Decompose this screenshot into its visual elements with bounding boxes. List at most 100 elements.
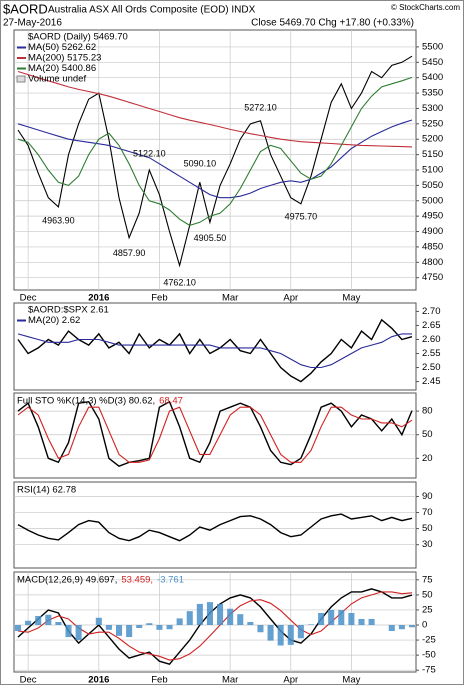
- y-tick-label: 4950: [422, 211, 443, 222]
- histogram-bar: [196, 603, 203, 626]
- legend-swatch: [16, 75, 26, 83]
- histogram-bar: [25, 620, 32, 626]
- series-line: [17, 588, 413, 666]
- panel: [13, 481, 417, 569]
- histogram-bar: [237, 614, 244, 626]
- histogram-bar: [35, 615, 42, 626]
- x-tick-label: Mar: [222, 675, 238, 685]
- histogram-bar: [358, 618, 365, 626]
- y-tick-label: 5150: [422, 149, 443, 160]
- y-tick-label: 50: [422, 589, 433, 600]
- annotation: 4762.10: [163, 277, 196, 287]
- y-tick-label: 90: [422, 491, 433, 502]
- legend-entry: MA(20) 2.62: [28, 315, 80, 326]
- y-tick-label: -50: [422, 650, 436, 661]
- series-line: [17, 76, 413, 226]
- annotation: 4905.50: [194, 233, 227, 243]
- x-tick-label: Dec: [20, 293, 37, 304]
- series-line: [17, 400, 413, 467]
- y-tick-label: -75: [422, 665, 436, 676]
- y-tick-label: 4750: [422, 272, 443, 283]
- y-tick-label: 50: [422, 523, 433, 534]
- y-tick-label: 5250: [422, 118, 443, 129]
- panel: [13, 571, 417, 673]
- x-tick-label: May: [342, 293, 360, 304]
- y-tick-label: 25: [422, 604, 433, 615]
- x-tick-label: Feb: [151, 293, 167, 304]
- y-tick-label: 5450: [422, 57, 443, 68]
- histogram-bar: [176, 618, 183, 626]
- y-tick-label: 20: [422, 453, 433, 464]
- panel: [13, 392, 417, 479]
- y-tick-label: 30: [422, 539, 433, 550]
- legend-entry: RSI(14) 62.78: [17, 485, 76, 496]
- y-tick-label: -25: [422, 635, 436, 646]
- histogram-bar: [55, 622, 62, 626]
- y-tick-label: 5300: [422, 103, 443, 114]
- histogram-bar: [95, 617, 102, 626]
- histogram-bar: [287, 625, 294, 645]
- legend-entry: 68.47: [159, 396, 183, 407]
- histogram-bar: [277, 625, 284, 646]
- x-tick-label: 2016: [88, 675, 109, 685]
- histogram-bar: [115, 625, 123, 636]
- y-tick-label: 5100: [422, 165, 443, 176]
- x-tick-label: Dec: [20, 675, 37, 685]
- legend-entry: MA(20) 5400.86: [28, 63, 96, 74]
- y-tick-label: 70: [422, 507, 433, 518]
- y-tick-label: 4850: [422, 241, 443, 252]
- histogram-bar: [166, 625, 173, 630]
- y-tick-label: 5000: [422, 195, 443, 206]
- y-tick-label: 2.55: [422, 348, 441, 359]
- y-tick-label: 2.45: [422, 376, 441, 387]
- series-line: [17, 119, 413, 199]
- y-tick-label: 5400: [422, 72, 443, 83]
- histogram-bar: [307, 624, 315, 626]
- histogram-bar: [328, 609, 335, 626]
- y-tick-label: 2.60: [422, 334, 441, 345]
- y-tick-label: 4900: [422, 226, 443, 237]
- histogram-bar: [388, 625, 395, 632]
- y-tick-label: 80: [422, 406, 433, 417]
- panel: [13, 302, 417, 391]
- histogram-bar: [146, 623, 153, 626]
- legend-entry: MA(200) 5175.23: [28, 53, 101, 64]
- series-line: [17, 318, 413, 383]
- series-line: [17, 406, 413, 463]
- histogram-bar: [217, 603, 224, 626]
- histogram-bar: [398, 625, 405, 630]
- instrument-name: Australia ASX All Ords Composite (EOD) I…: [48, 5, 256, 16]
- histogram-bar: [65, 625, 72, 638]
- series-line: [17, 70, 413, 148]
- histogram-bar: [136, 625, 143, 629]
- panel: [13, 29, 417, 291]
- series-line: [17, 591, 413, 661]
- histogram-bar: [156, 625, 163, 630]
- legend-entry: -3.761: [157, 575, 184, 586]
- histogram-bar: [257, 625, 264, 633]
- y-tick-label: 4800: [422, 257, 443, 268]
- histogram-bar: [186, 611, 193, 626]
- legend-entry: $AORD (Daily) 5469.70: [28, 32, 128, 43]
- legend-entry: $AORD:$SPX 2.61: [28, 305, 109, 316]
- x-tick-label: Apr: [283, 293, 298, 304]
- histogram-bar: [45, 614, 52, 626]
- y-tick-label: 0: [422, 620, 427, 631]
- series-line: [17, 513, 413, 542]
- series-line: [17, 333, 412, 369]
- legend-entry: Volume undef: [28, 74, 86, 85]
- annotation: 5272.10: [244, 102, 277, 112]
- annotation: 4975.70: [285, 212, 318, 222]
- y-tick-label: 5200: [422, 134, 443, 145]
- y-tick-label: 5050: [422, 180, 443, 191]
- histogram-bar: [227, 608, 234, 626]
- series-line: [17, 55, 413, 268]
- histogram-bar: [126, 625, 133, 638]
- date: 27-May-2016: [3, 18, 62, 29]
- histogram-bar: [297, 625, 304, 639]
- histogram-bar: [14, 625, 22, 632]
- y-tick-label: 5500: [422, 41, 443, 52]
- annotation: 5090.10: [184, 158, 217, 168]
- x-tick-label: May: [342, 675, 360, 685]
- quote: Close 5469.70 Chg +17.80 (+0.33%): [251, 18, 414, 29]
